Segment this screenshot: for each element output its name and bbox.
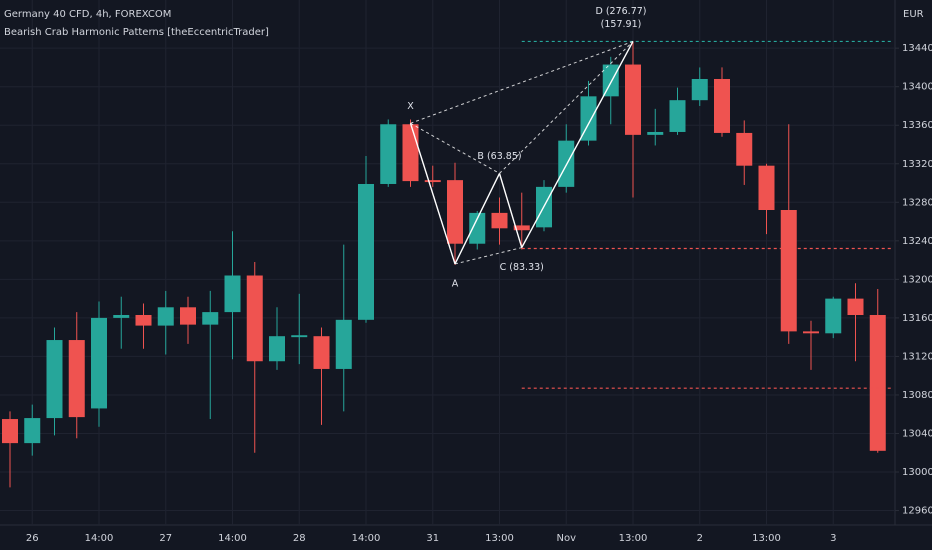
candle-body — [380, 124, 397, 184]
y-tick-label: 13200.0 — [902, 274, 932, 285]
plot — [2, 40, 893, 488]
y-tick-label: 13160.0 — [902, 313, 932, 324]
candle-body — [669, 100, 686, 132]
x-tick-label: 3 — [830, 533, 836, 544]
x-tick-label: 28 — [293, 533, 306, 544]
candle-body — [358, 183, 374, 320]
candle-body — [847, 298, 864, 315]
pattern-label: A — [452, 278, 459, 289]
x-tick-label: 14:00 — [85, 533, 114, 544]
x-tick-label: 13:00 — [485, 533, 514, 544]
indicator-name: Bearish Crab Harmonic Patterns [theEccen… — [4, 27, 269, 38]
x-tick-label: 27 — [159, 533, 172, 544]
y-tick-label: 13400.0 — [902, 82, 932, 93]
pattern-line — [454, 173, 501, 265]
y-tick-label: 13280.0 — [902, 197, 932, 208]
candle-body — [424, 180, 441, 183]
y-tick-label: 13000.0 — [902, 467, 932, 478]
candle-body — [469, 212, 486, 244]
y-tick-label: 13120.0 — [902, 351, 932, 362]
y-tick-label: 13080.0 — [902, 390, 932, 401]
pattern-label: C (83.33) — [500, 262, 544, 273]
candle-body — [758, 165, 775, 210]
y-tick-label: 13240.0 — [902, 236, 932, 247]
candle-body — [2, 419, 18, 444]
currency-label: EUR — [903, 9, 924, 20]
candle-body — [736, 132, 753, 166]
x-tick-label: 2 — [697, 533, 703, 544]
candle-body — [180, 307, 196, 325]
x-tick-label: 14:00 — [352, 533, 381, 544]
candle-body — [291, 335, 308, 338]
chart-title: Germany 40 CFD, 4h, FOREXCOM — [4, 9, 171, 20]
x-tick-label: 13:00 — [619, 533, 648, 544]
candle-body — [714, 78, 730, 133]
candle-body — [647, 131, 664, 135]
candle-body — [580, 96, 597, 141]
candle-body — [135, 315, 152, 326]
y-tick-label: 13040.0 — [902, 428, 932, 439]
candle-body — [157, 307, 174, 326]
candle-body — [447, 180, 463, 244]
grid — [0, 0, 899, 525]
x-tick-label: 31 — [426, 533, 439, 544]
candle-body — [113, 315, 130, 318]
candle-body — [246, 275, 263, 362]
candle-body — [491, 212, 508, 229]
candle-body — [513, 225, 530, 231]
candle-body — [402, 124, 419, 182]
candle-body — [625, 64, 641, 135]
y-tick-label: 12960.0 — [902, 506, 932, 517]
pattern-line — [498, 173, 523, 248]
y-tick-label: 13360.0 — [902, 120, 932, 131]
candle-body — [68, 340, 85, 418]
pattern-dashed-line — [499, 41, 634, 174]
y-tick-label: 13440.0 — [902, 43, 932, 54]
candle-body — [869, 315, 886, 451]
candle-body — [46, 340, 63, 419]
pattern-sublabel: (157.91) — [601, 19, 642, 30]
pattern-label: X — [407, 101, 414, 112]
x-tick-label: Nov — [556, 533, 576, 544]
x-tick-label: 13:00 — [752, 533, 781, 544]
y-tick-label: 13320.0 — [902, 159, 932, 170]
candle-body — [691, 78, 708, 101]
x-tick-label: 14:00 — [218, 533, 247, 544]
candle-body — [803, 331, 819, 334]
candle-body — [313, 336, 330, 369]
candle-body — [202, 312, 219, 325]
pattern-label: B (63.85) — [477, 151, 521, 162]
candle-body — [24, 418, 41, 444]
candle-body — [224, 275, 241, 313]
pattern-label: D (276.77) — [596, 6, 647, 17]
candle-body — [825, 298, 842, 334]
candle-body — [91, 317, 107, 409]
pattern-dashed-line — [410, 122, 500, 174]
pattern-line — [409, 123, 456, 265]
candle-body — [602, 64, 619, 97]
x-tick-label: 26 — [26, 533, 39, 544]
candle-body — [780, 210, 797, 332]
pattern-line — [521, 41, 634, 248]
candle-body — [335, 319, 352, 369]
candle-body — [269, 336, 285, 362]
